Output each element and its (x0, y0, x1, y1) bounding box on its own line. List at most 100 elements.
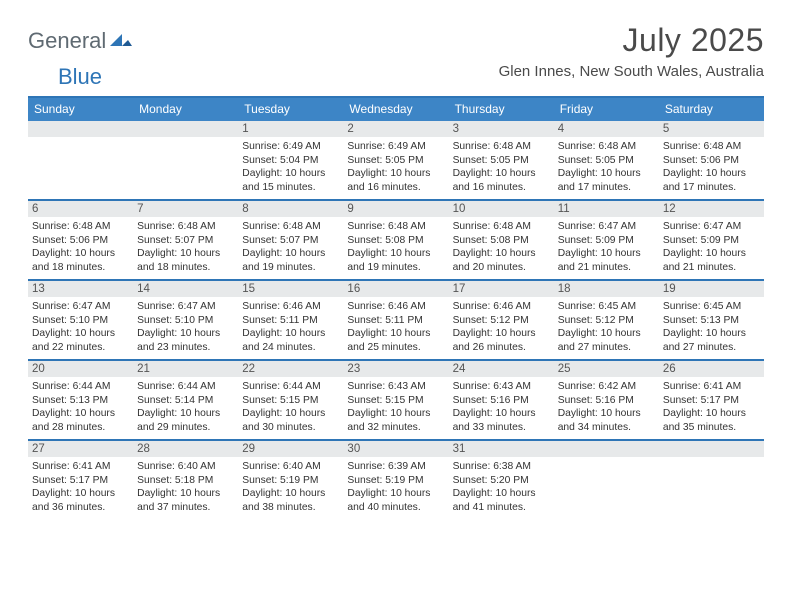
day-number: 13 (28, 281, 133, 297)
day-number: 11 (554, 201, 659, 217)
calendar-cell: 20 Sunrise: 6:44 AMSunset: 5:13 PMDayligh… (28, 361, 133, 439)
calendar-cell: 18 Sunrise: 6:45 AMSunset: 5:12 PMDayligh… (554, 281, 659, 359)
logo: General (28, 22, 134, 54)
calendar-cell (554, 441, 659, 519)
day-info: Sunrise: 6:44 AMSunset: 5:15 PMDaylight:… (242, 380, 339, 434)
day-number: 5 (659, 121, 764, 137)
day-header: Friday (554, 98, 659, 121)
day-header: Sunday (28, 98, 133, 121)
day-number: 19 (659, 281, 764, 297)
day-info: Sunrise: 6:41 AMSunset: 5:17 PMDaylight:… (663, 380, 760, 434)
calendar-cell: 29Sunrise: 6:40 AMSunset: 5:19 PMDayligh… (238, 441, 343, 519)
calendar-cell: 1 Sunrise: 6:49 AMSunset: 5:04 PMDaylight… (238, 121, 343, 199)
day-info: Sunrise: 6:45 AMSunset: 5:12 PMDaylight:… (558, 300, 655, 354)
day-info: Sunrise: 6:48 AMSunset: 5:06 PMDaylight:… (32, 220, 129, 274)
calendar-cell: 11 Sunrise: 6:47 AMSunset: 5:09 PMDayligh… (554, 201, 659, 279)
day-info: Sunrise: 6:43 AMSunset: 5:15 PMDaylight:… (347, 380, 444, 434)
calendar-grid: SundayMondayTuesdayWednesdayThursdayFrid… (28, 98, 764, 519)
calendar-cell: 15Sunrise: 6:46 AMSunset: 5:11 PMDayligh… (238, 281, 343, 359)
calendar-cell: 30 Sunrise: 6:39 AMSunset: 5:19 PMDayligh… (343, 441, 448, 519)
day-info: Sunrise: 6:39 AMSunset: 5:19 PMDaylight:… (347, 460, 444, 514)
day-info: Sunrise: 6:44 AMSunset: 5:13 PMDaylight:… (32, 380, 129, 434)
calendar-cell: 4 Sunrise: 6:48 AMSunset: 5:05 PMDaylight… (554, 121, 659, 199)
day-number: 28 (133, 441, 238, 457)
calendar-cell: 21Sunrise: 6:44 AMSunset: 5:14 PMDayligh… (133, 361, 238, 439)
day-info: Sunrise: 6:44 AMSunset: 5:14 PMDaylight:… (137, 380, 234, 434)
day-number: 10 (449, 201, 554, 217)
day-header: Saturday (659, 98, 764, 121)
day-number: 1 (238, 121, 343, 137)
day-number: 6 (28, 201, 133, 217)
logo-text-general: General (28, 28, 106, 54)
calendar-cell: 13 Sunrise: 6:47 AMSunset: 5:10 PMDayligh… (28, 281, 133, 359)
calendar-cell: 27 Sunrise: 6:41 AMSunset: 5:17 PMDayligh… (28, 441, 133, 519)
day-number (28, 121, 133, 137)
day-number: 17 (449, 281, 554, 297)
month-title: July 2025 (499, 22, 764, 59)
day-header: Thursday (449, 98, 554, 121)
day-number: 7 (133, 201, 238, 217)
day-number: 24 (449, 361, 554, 377)
day-info: Sunrise: 6:48 AMSunset: 5:05 PMDaylight:… (453, 140, 550, 194)
day-info: Sunrise: 6:48 AMSunset: 5:05 PMDaylight:… (558, 140, 655, 194)
day-number: 18 (554, 281, 659, 297)
day-info: Sunrise: 6:48 AMSunset: 5:06 PMDaylight:… (663, 140, 760, 194)
day-info: Sunrise: 6:49 AMSunset: 5:04 PMDaylight:… (242, 140, 339, 194)
day-header: Monday (133, 98, 238, 121)
day-number: 31 (449, 441, 554, 457)
logo-mark-icon (110, 30, 132, 53)
calendar-cell: 2Sunrise: 6:49 AMSunset: 5:05 PMDaylight… (343, 121, 448, 199)
day-info: Sunrise: 6:48 AMSunset: 5:07 PMDaylight:… (242, 220, 339, 274)
day-info: Sunrise: 6:46 AMSunset: 5:11 PMDaylight:… (242, 300, 339, 354)
calendar-cell (133, 121, 238, 199)
day-info: Sunrise: 6:42 AMSunset: 5:16 PMDaylight:… (558, 380, 655, 434)
day-header: Tuesday (238, 98, 343, 121)
day-info: Sunrise: 6:46 AMSunset: 5:12 PMDaylight:… (453, 300, 550, 354)
day-number: 8 (238, 201, 343, 217)
calendar-cell: 31 Sunrise: 6:38 AMSunset: 5:20 PMDayligh… (449, 441, 554, 519)
day-number (133, 121, 238, 137)
calendar-cell: 3Sunrise: 6:48 AMSunset: 5:05 PMDaylight… (449, 121, 554, 199)
day-info: Sunrise: 6:47 AMSunset: 5:10 PMDaylight:… (137, 300, 234, 354)
day-number: 9 (343, 201, 448, 217)
calendar-cell: 14 Sunrise: 6:47 AMSunset: 5:10 PMDayligh… (133, 281, 238, 359)
day-info: Sunrise: 6:48 AMSunset: 5:07 PMDaylight:… (137, 220, 234, 274)
day-info: Sunrise: 6:41 AMSunset: 5:17 PMDaylight:… (32, 460, 129, 514)
day-number: 20 (28, 361, 133, 377)
day-number: 22 (238, 361, 343, 377)
calendar-cell: 9 Sunrise: 6:48 AMSunset: 5:08 PMDaylight… (343, 201, 448, 279)
day-number: 26 (659, 361, 764, 377)
day-number: 23 (343, 361, 448, 377)
day-info: Sunrise: 6:48 AMSunset: 5:08 PMDaylight:… (453, 220, 550, 274)
day-info: Sunrise: 6:48 AMSunset: 5:08 PMDaylight:… (347, 220, 444, 274)
day-info: Sunrise: 6:47 AMSunset: 5:09 PMDaylight:… (558, 220, 655, 274)
day-number: 12 (659, 201, 764, 217)
calendar-cell: 19 Sunrise: 6:45 AMSunset: 5:13 PMDayligh… (659, 281, 764, 359)
day-number: 4 (554, 121, 659, 137)
day-info: Sunrise: 6:49 AMSunset: 5:05 PMDaylight:… (347, 140, 444, 194)
calendar-cell: 12Sunrise: 6:47 AMSunset: 5:09 PMDayligh… (659, 201, 764, 279)
location-text: Glen Innes, New South Wales, Australia (499, 63, 764, 80)
calendar-page: General July 2025 Glen Innes, New South … (0, 0, 792, 529)
day-info: Sunrise: 6:38 AMSunset: 5:20 PMDaylight:… (453, 460, 550, 514)
day-info: Sunrise: 6:45 AMSunset: 5:13 PMDaylight:… (663, 300, 760, 354)
day-number: 25 (554, 361, 659, 377)
day-number: 27 (28, 441, 133, 457)
day-info: Sunrise: 6:46 AMSunset: 5:11 PMDaylight:… (347, 300, 444, 354)
calendar-cell: 28 Sunrise: 6:40 AMSunset: 5:18 PMDayligh… (133, 441, 238, 519)
calendar-cell: 17 Sunrise: 6:46 AMSunset: 5:12 PMDayligh… (449, 281, 554, 359)
day-number: 29 (238, 441, 343, 457)
calendar-cell: 16 Sunrise: 6:46 AMSunset: 5:11 PMDayligh… (343, 281, 448, 359)
day-info: Sunrise: 6:47 AMSunset: 5:10 PMDaylight:… (32, 300, 129, 354)
day-number: 16 (343, 281, 448, 297)
calendar-cell: 5 Sunrise: 6:48 AMSunset: 5:06 PMDaylight… (659, 121, 764, 199)
day-info: Sunrise: 6:40 AMSunset: 5:18 PMDaylight:… (137, 460, 234, 514)
day-number: 14 (133, 281, 238, 297)
calendar-cell (659, 441, 764, 519)
title-block: July 2025 Glen Innes, New South Wales, A… (499, 22, 764, 80)
calendar-cell (28, 121, 133, 199)
calendar-cell: 7 Sunrise: 6:48 AMSunset: 5:07 PMDaylight… (133, 201, 238, 279)
calendar-cell: 23 Sunrise: 6:43 AMSunset: 5:15 PMDayligh… (343, 361, 448, 439)
day-info: Sunrise: 6:43 AMSunset: 5:16 PMDaylight:… (453, 380, 550, 434)
day-number: 30 (343, 441, 448, 457)
